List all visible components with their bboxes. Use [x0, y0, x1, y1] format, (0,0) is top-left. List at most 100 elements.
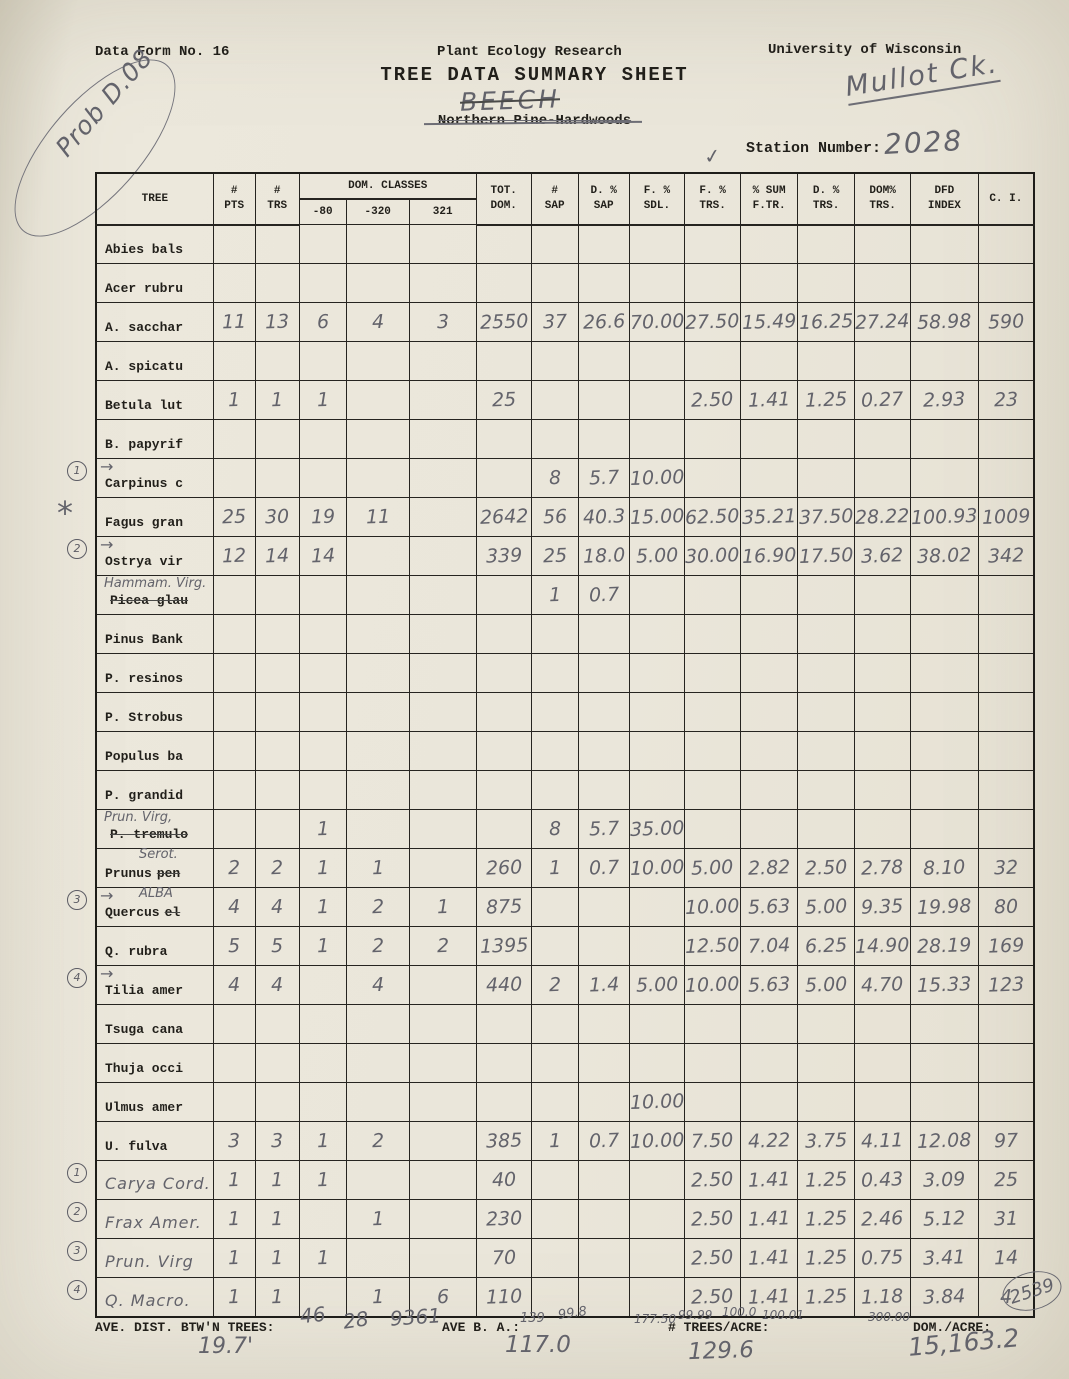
cell-trs: 1 [254, 1160, 300, 1200]
cell-tot_dom: 2642 [475, 497, 532, 537]
cell-value: 1 [316, 1168, 330, 1192]
cell-f_sdl [628, 887, 686, 927]
cell-ci: 32 [977, 848, 1035, 888]
cell-sap: 1 [530, 1121, 579, 1161]
cell-sum_ftr: 1.41 [740, 1199, 799, 1239]
cell-d_sap [577, 653, 630, 693]
cell-ci: 14 [977, 1238, 1035, 1278]
cell-value: 2.50 [691, 1207, 735, 1231]
cell-c320: 4 [345, 302, 410, 342]
cell-f_trs: 7.50 [684, 1121, 742, 1161]
cell-value: 2 [227, 856, 241, 880]
cell-d_sap: 18.0 [577, 536, 630, 576]
cell-ci [977, 1082, 1035, 1122]
cell-value: 260 [485, 856, 523, 880]
cell-dom_trs [854, 224, 912, 264]
cell-ci [977, 419, 1035, 459]
cell-tree: 3 → ALBA Quercus el [67, 886, 214, 927]
table-header: TREE # PTS # TRS DOM. CLASSES TOT. DOM. # SA… [95, 172, 1035, 226]
cell-pts [212, 575, 256, 615]
cell-trs [254, 809, 300, 849]
cell-f_sdl [628, 692, 686, 732]
cell-tree: P. grandid [95, 770, 214, 810]
cell-f_trs [684, 770, 742, 810]
cell-value: 10.00 [629, 1129, 685, 1153]
cell-c320 [345, 1043, 410, 1083]
check-icon: ✓ [702, 142, 723, 170]
cell-dfd: 28.19 [910, 926, 979, 966]
cell-c321 [408, 848, 477, 888]
cell-value: 10.00 [629, 856, 685, 880]
cell-value: 3 [436, 310, 450, 334]
cell-value: 2.93 [922, 388, 966, 412]
cell-dfd: 15.33 [910, 965, 979, 1005]
cell-value: 1.25 [804, 1246, 848, 1270]
cell-sum_ftr [740, 614, 799, 654]
arrow-icon: → [100, 964, 114, 983]
cell-ci [977, 653, 1035, 693]
species-name-struck: pen [156, 866, 181, 881]
cell-value: 5.7 [588, 817, 620, 841]
col-header-c320: -320 [345, 198, 410, 225]
cell-value: 5.7 [588, 466, 620, 490]
cell-d_sap: 5.7 [577, 458, 630, 498]
cell-dom_trs [854, 263, 912, 303]
cell-c320 [345, 1004, 410, 1044]
department-label: Plant Ecology Research [437, 44, 622, 60]
cell-tot_dom: 875 [475, 887, 532, 927]
cell-value: 0.27 [861, 388, 905, 412]
cell-c321 [408, 809, 477, 849]
cell-sum_ftr: 1.41 [740, 1277, 799, 1317]
cell-d_sap [577, 1277, 630, 1317]
cell-c320 [345, 692, 410, 732]
cell-value: 1.4 [588, 973, 620, 997]
form-number: Data Form No. 16 [95, 44, 230, 60]
cell-d_sap [577, 887, 630, 927]
cell-value: 7.04 [747, 934, 791, 958]
cell-d_trs [797, 341, 856, 381]
cell-value: 8.10 [922, 856, 966, 880]
cell-trs: 4 [254, 887, 300, 927]
cell-value: 1 [270, 1207, 284, 1231]
cell-value: 2642 [479, 505, 529, 529]
cell-sum_ftr [740, 458, 799, 498]
cell-f_trs: 2.50 [684, 1160, 742, 1200]
avg-dist-label: AVE. DIST. BTW'N TREES: [95, 1320, 275, 1335]
cell-f_trs [684, 575, 742, 615]
cell-f_sdl [628, 1043, 686, 1083]
cell-sum_ftr [740, 224, 799, 264]
cell-tree: Hammam. Virg. Picea glau [95, 575, 214, 615]
cell-trs [254, 731, 300, 771]
cell-dom_trs: 0.27 [854, 380, 912, 420]
cell-f_sdl [628, 1277, 686, 1317]
cell-trs [254, 1043, 300, 1083]
cell-value: 97 [993, 1129, 1019, 1153]
cell-f_sdl [628, 341, 686, 381]
cell-tree: 4 Q. Macro. [67, 1277, 214, 1317]
cell-tree: 1 Carya Cord. [67, 1160, 214, 1200]
cell-sap [530, 926, 579, 966]
cell-d_sap [577, 614, 630, 654]
col-header-tot-dom: TOT. DOM. [475, 172, 532, 226]
cell-c80 [298, 224, 347, 264]
total-tot-dom: 9361 [389, 1303, 442, 1331]
total-ci: 2539 [1006, 1273, 1058, 1309]
cell-value: 5.00 [804, 973, 848, 997]
cell-dfd: 100.93 [910, 497, 979, 537]
cell-value: 17.50 [798, 544, 854, 568]
cell-value: 1.41 [747, 1168, 791, 1192]
cell-c320 [345, 731, 410, 771]
cell-value: 4 [227, 973, 241, 997]
cell-pts [212, 692, 256, 732]
cell-tree: Pinus Bank [95, 614, 214, 654]
cell-tree: A. sacchar [95, 302, 214, 342]
cell-sap: 8 [530, 809, 579, 849]
cell-value: 1 [270, 1246, 284, 1270]
cell-tree: 3 Prun. Virg [67, 1238, 214, 1278]
cell-dfd [910, 1043, 979, 1083]
cell-value: 5 [270, 934, 284, 958]
cell-dom_trs: 9.35 [854, 887, 912, 927]
cell-value: 4 [371, 310, 385, 334]
cell-d_sap: 0.7 [577, 575, 630, 615]
cell-value: 1 [548, 856, 562, 880]
